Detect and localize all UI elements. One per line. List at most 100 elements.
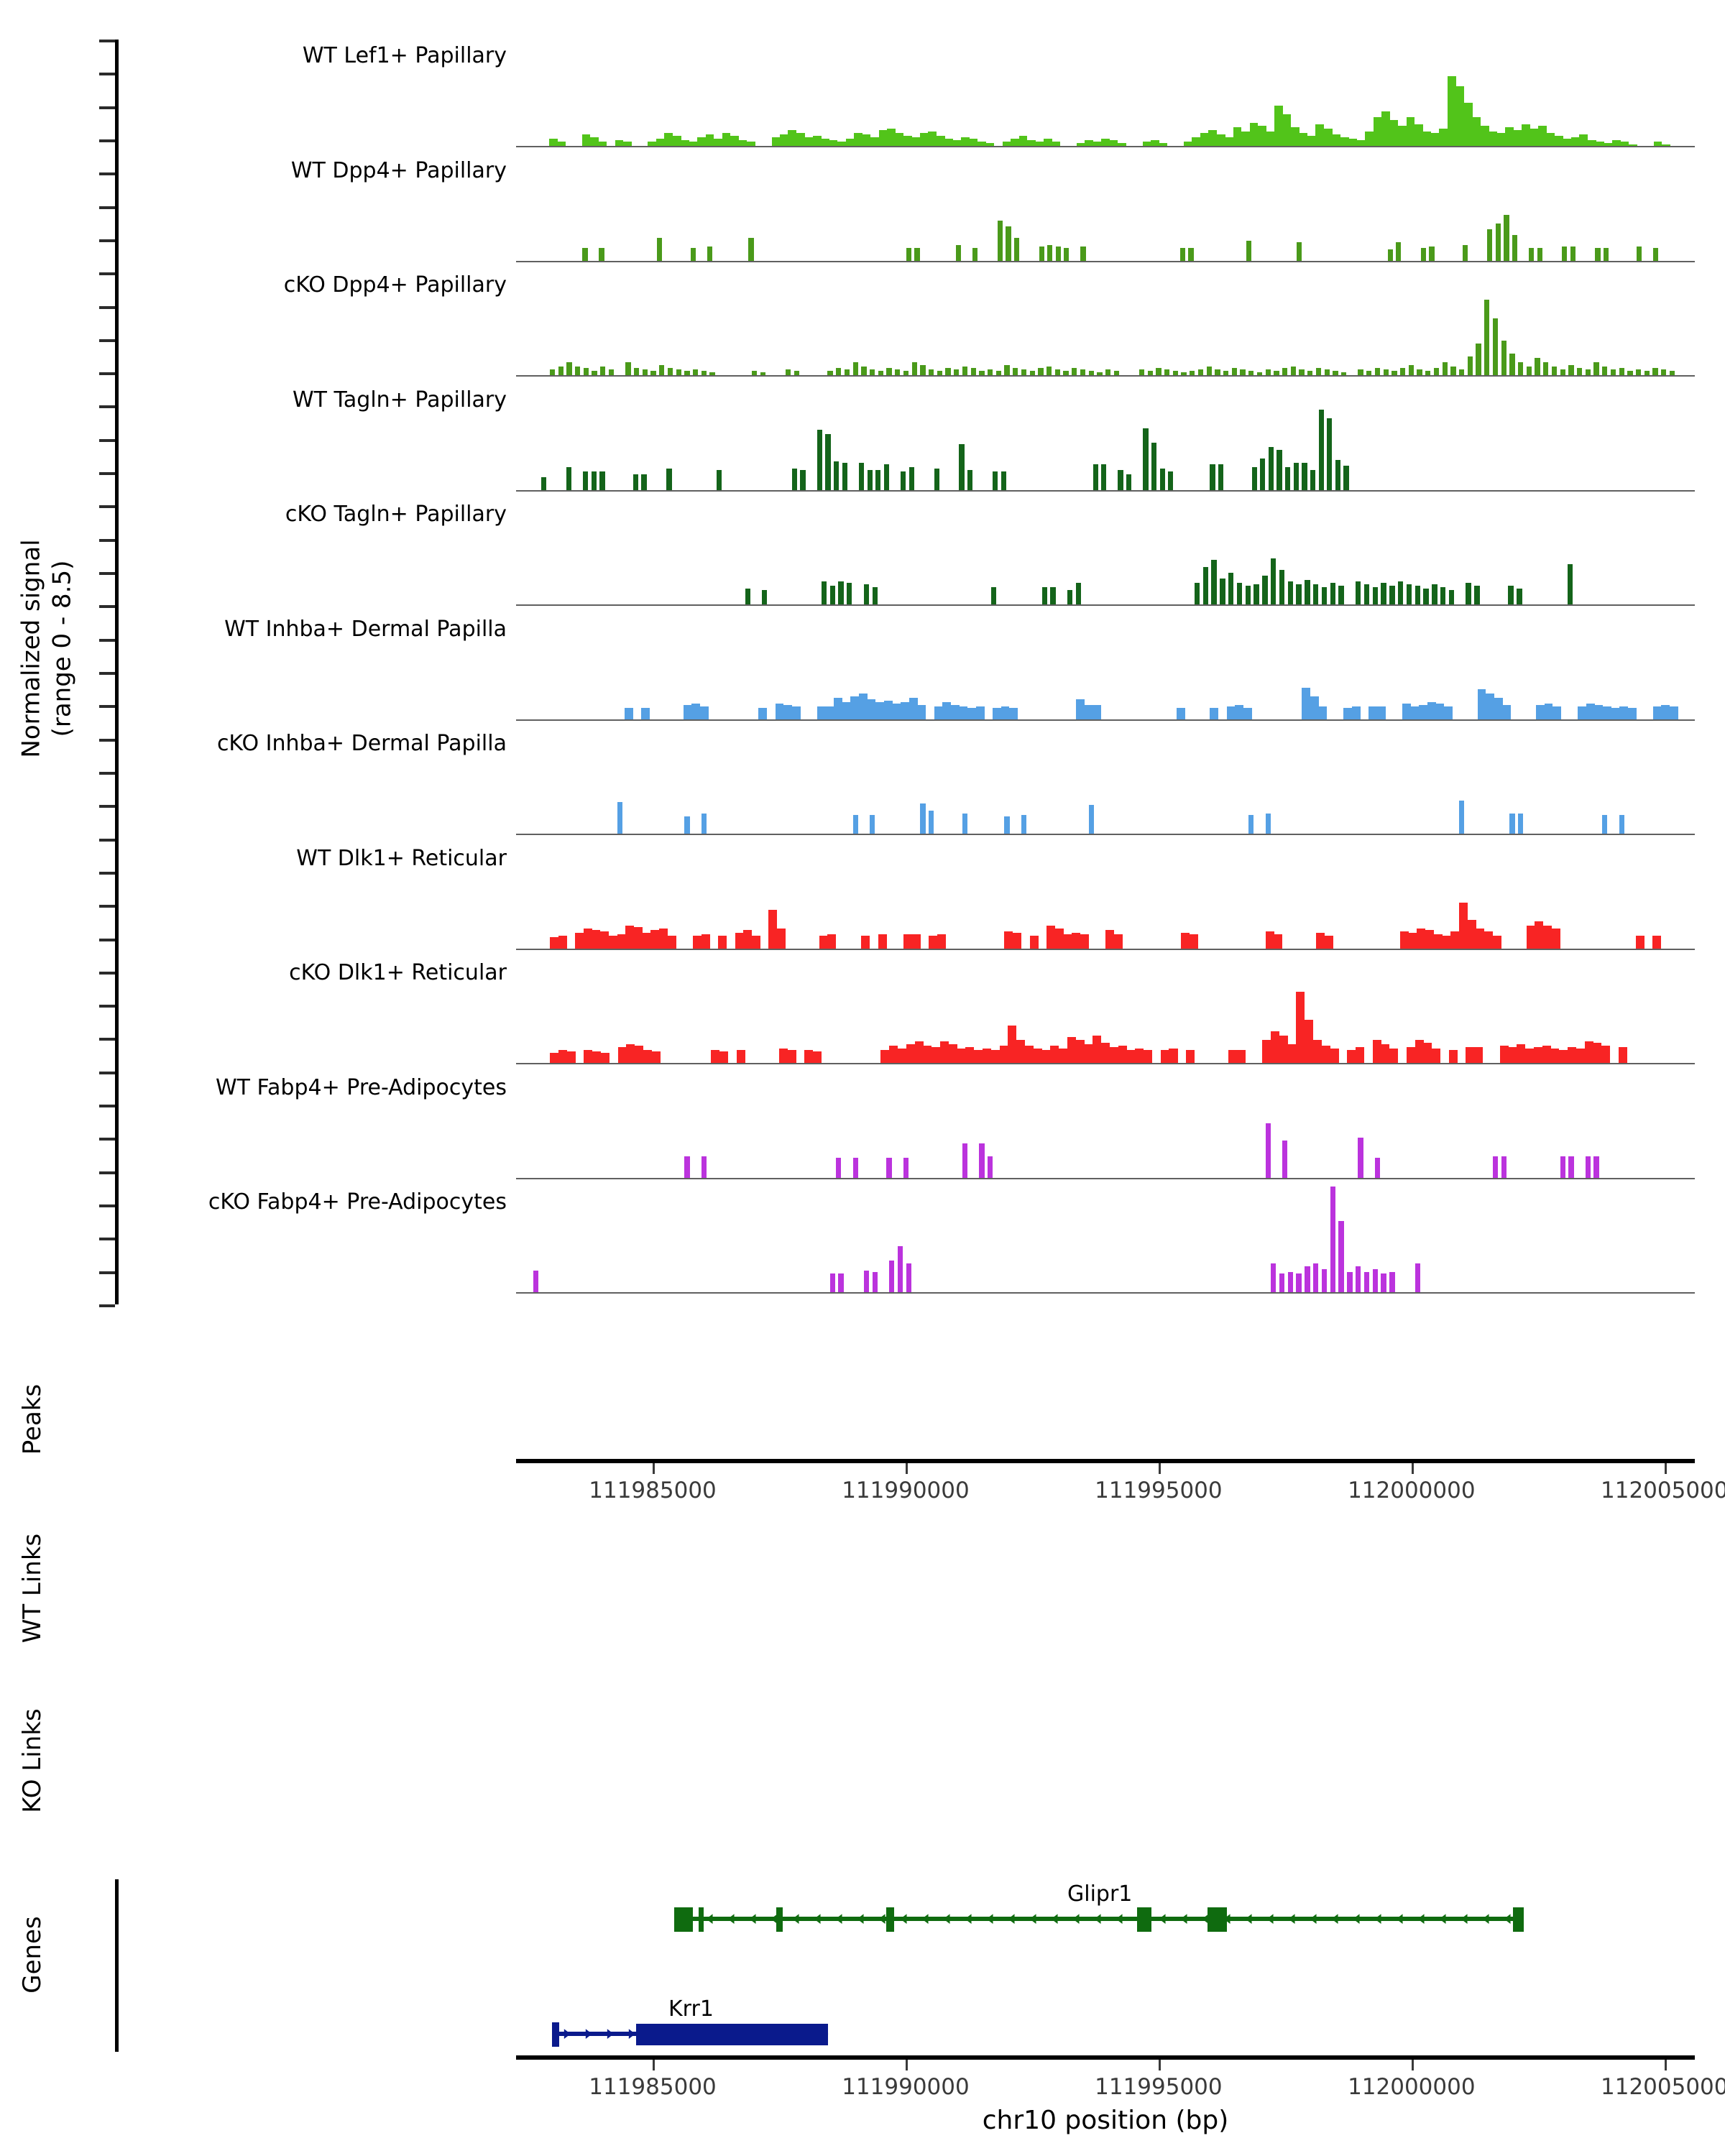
signal-bar — [1652, 368, 1658, 375]
signal-bar — [791, 468, 798, 490]
signal-bar — [1422, 132, 1432, 146]
signal-bar — [920, 803, 926, 834]
track-label: WT Lef1+ Papillary — [302, 43, 507, 68]
signal-bar — [1542, 1046, 1551, 1063]
signal-bar — [1440, 587, 1446, 604]
signal-bar — [1135, 1049, 1144, 1063]
signal-bar — [1477, 688, 1486, 719]
gene-strand-arrow-icon: ‹ — [1310, 1906, 1319, 1931]
signal-bar — [878, 371, 883, 375]
signal-bar — [1228, 573, 1234, 604]
signal-bar — [1260, 458, 1266, 490]
signal-bar — [1200, 133, 1209, 146]
signal-bar — [600, 367, 606, 375]
signal-bar — [760, 372, 765, 375]
signal-bar — [1029, 935, 1039, 949]
track-baseline — [516, 489, 1695, 492]
signal-bar — [952, 140, 962, 146]
signal-bar — [701, 934, 710, 949]
gene-row[interactable]: ›››››››››››››Krr1 — [0, 1996, 1725, 2055]
signal-bar — [689, 142, 698, 146]
signal-bar — [970, 368, 976, 375]
signal-bar — [1377, 706, 1386, 719]
signal-bar — [1243, 707, 1252, 719]
signal-bar — [1352, 706, 1361, 719]
signal-bar — [634, 926, 643, 949]
signal-bar — [1004, 816, 1010, 834]
signal-bar — [1459, 902, 1468, 949]
gene-row[interactable]: ‹‹‹‹‹‹‹‹‹‹‹‹‹‹‹‹‹‹‹‹‹‹‹‹‹‹‹‹‹‹‹‹‹‹‹‹‹‹‹G… — [0, 1881, 1725, 1940]
x-axis-tick — [905, 1463, 908, 1474]
signal-bar — [934, 468, 939, 490]
x-axis-top-spine — [516, 1459, 1695, 1463]
signal-bar — [1021, 815, 1027, 834]
signal-bar — [1536, 704, 1545, 719]
signal-bar — [1210, 464, 1215, 490]
signal-bar — [1248, 815, 1254, 834]
signal-bar — [923, 1046, 932, 1063]
y-axis-tick — [99, 971, 115, 975]
signal-bar — [1290, 367, 1296, 375]
signal-bar — [838, 1273, 844, 1292]
signal-bar — [583, 928, 592, 949]
signal-bar — [1006, 226, 1011, 261]
signal-bar — [1653, 247, 1659, 261]
y-axis-tick — [99, 938, 115, 941]
signal-bar — [1109, 1047, 1118, 1063]
signal-bar — [1249, 123, 1259, 146]
gene-strand-arrow-icon: ‹ — [1353, 1906, 1362, 1931]
signal-bar — [701, 371, 707, 375]
signal-bar — [794, 371, 799, 375]
gene-exon — [674, 1907, 693, 1932]
signal-track — [516, 57, 1695, 147]
signal-bar — [1147, 371, 1153, 375]
track-signal-area — [516, 1089, 1695, 1178]
signal-bar — [1305, 1266, 1310, 1292]
track-signal-area — [516, 402, 1695, 490]
y-axis-tick — [99, 106, 115, 109]
signal-bar — [833, 697, 842, 719]
signal-bar — [1092, 1036, 1102, 1063]
signal-bar — [1101, 139, 1110, 146]
signal-bar — [1348, 139, 1357, 146]
signal-bar — [1373, 117, 1382, 146]
signal-bar — [1064, 247, 1070, 261]
signal-bar — [1063, 934, 1072, 949]
signal-bar — [1568, 1047, 1577, 1063]
signal-bar — [819, 935, 828, 949]
signal-bar — [858, 462, 865, 490]
signal-bar — [1287, 581, 1293, 604]
signal-bar — [592, 1051, 602, 1063]
signal-bar — [892, 703, 901, 719]
signal-bar — [1652, 706, 1662, 719]
signal-bar — [962, 814, 968, 834]
signal-bar — [1310, 469, 1316, 490]
signal-bar — [1038, 368, 1044, 375]
signal-bar — [897, 1246, 903, 1292]
signal-bar — [816, 706, 826, 719]
signal-bar — [829, 1273, 835, 1292]
signal-bar — [575, 367, 581, 375]
track-baseline — [516, 834, 1695, 835]
signal-bar — [1518, 814, 1524, 834]
signal-bar — [1504, 214, 1509, 261]
y-axis-tick — [99, 738, 115, 742]
signal-bar — [1448, 1050, 1458, 1063]
signal-bar — [1363, 1272, 1370, 1292]
signal-bar — [1142, 142, 1151, 146]
track-label: WT Tagln+ Papillary — [293, 387, 507, 413]
signal-bar — [1315, 124, 1325, 146]
signal-bar — [599, 247, 604, 261]
signal-bar — [747, 142, 755, 146]
track-baseline — [516, 260, 1695, 262]
y-axis-tick — [99, 73, 115, 76]
signal-bar — [1138, 369, 1145, 375]
signal-bar — [550, 1053, 559, 1063]
gene-exon — [1513, 1907, 1524, 1932]
signal-bar — [1013, 368, 1018, 375]
signal-bar — [1398, 581, 1404, 604]
signal-bar — [1321, 1046, 1330, 1063]
gene-strand-arrow-icon: ‹ — [1008, 1906, 1017, 1931]
signal-bar — [1593, 1043, 1602, 1063]
signal-bar — [583, 368, 589, 375]
